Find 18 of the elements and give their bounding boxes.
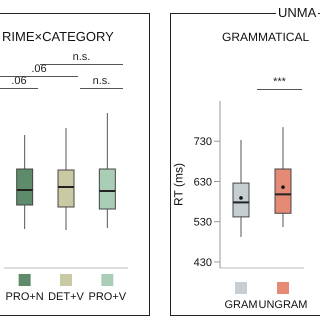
category-label: PRO+N — [6, 291, 44, 303]
chart-subtitle: GRAMMATICAL — [222, 30, 310, 44]
x-tick-label: UNGRAM — [258, 299, 308, 311]
chart-title: UNMA — [276, 5, 318, 20]
bracket: .06 — [0, 74, 38, 89]
bracket: n.s. — [40, 50, 123, 65]
text: RIME×CATEGORY — [2, 29, 114, 44]
x-tick-label: GRAM — [224, 299, 258, 311]
category-label: PRO+V — [88, 291, 127, 303]
bracket: n.s. — [80, 74, 123, 89]
bracket: .06 — [0, 62, 78, 77]
y-tick-label: 730 — [194, 136, 212, 148]
y-axis-title: RT (ms) — [171, 163, 186, 206]
bracket: *** — [257, 75, 302, 90]
y-tick-label: 630 — [194, 176, 212, 188]
y-tick-label: 530 — [194, 216, 212, 229]
y-tick-label: 430 — [194, 256, 212, 269]
category-label: DET+V — [48, 291, 85, 303]
